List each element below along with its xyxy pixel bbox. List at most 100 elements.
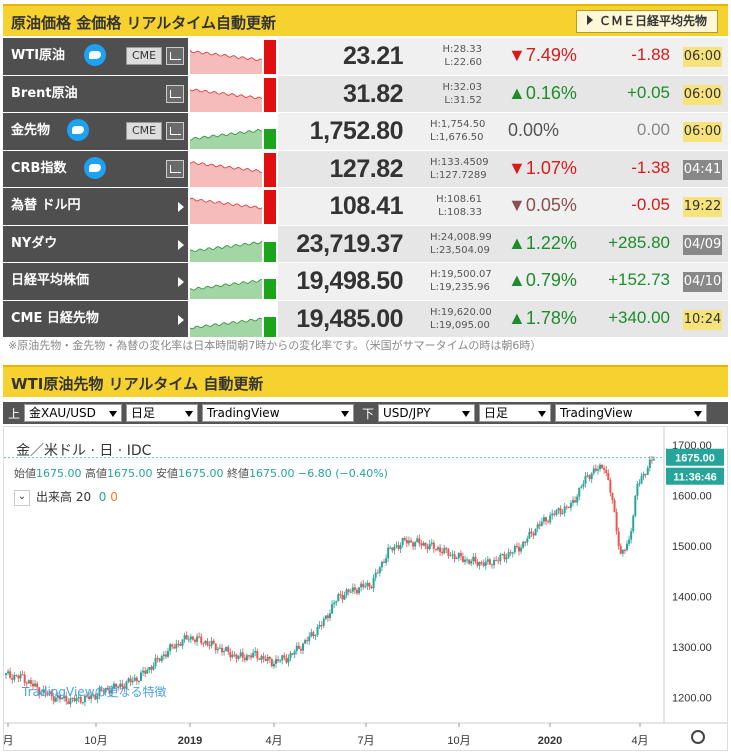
quote-percent-change: ▼1.07% <box>508 157 577 178</box>
quote-name-cell[interactable]: Brent原油 <box>3 75 188 112</box>
chart-icon[interactable] <box>166 122 184 140</box>
quote-name-cell[interactable]: CRB指数 <box>3 150 188 187</box>
time-tag: 11:36:46 <box>673 472 716 484</box>
candle-body <box>108 689 111 694</box>
quote-name[interactable]: WTI原油 <box>11 48 66 63</box>
quote-name[interactable]: CRB指数 <box>11 160 67 176</box>
sparkline-chart[interactable] <box>190 227 276 262</box>
cme-nikkei-button[interactable]: ＣＭＥ日経平均先物 <box>575 10 718 33</box>
quote-name[interactable]: 金先物 <box>11 123 51 138</box>
upper-symbol-select[interactable]: 金XAU/USD <box>24 404 122 422</box>
candle-body <box>518 546 520 552</box>
quote-name-cell[interactable]: 金先物 CME <box>3 113 188 150</box>
candle-body <box>5 673 7 675</box>
upper-label: 上 <box>8 407 21 421</box>
price-chart[interactable]: 1200.00 1300.00 1400.00 1500.00 1600.00 1700.… <box>3 426 728 751</box>
cme-button[interactable]: CME <box>126 122 162 140</box>
quote-percent-change: ▲1.22% <box>508 232 577 253</box>
candle-body <box>40 692 43 695</box>
candle-body <box>478 562 481 566</box>
dropdown-icon <box>185 411 193 417</box>
sparkline-chart[interactable] <box>190 302 276 337</box>
twitter-icon[interactable] <box>84 156 106 179</box>
candle-body <box>239 652 242 657</box>
arrow-right-icon[interactable] <box>178 277 184 287</box>
quote-row: NYダウ 23,719.37 H:24,008.99 L:23,504.09 ▲1.22… <box>3 225 728 263</box>
quote-name[interactable]: 日経平均株価 <box>11 273 90 288</box>
price-chart-canvas[interactable]: 1200.001300.001400.001500.001600.001700.… <box>4 427 727 750</box>
candle-body <box>410 540 412 543</box>
quote-name-cell[interactable]: 日経平均株価 <box>3 263 188 300</box>
sparkline-chart[interactable] <box>190 77 276 112</box>
quote-data-cell: 31.82 H:32.03 L:31.52 ▲0.16% +0.05 06:00 <box>278 75 728 112</box>
candle-body <box>378 567 381 573</box>
arrow-right-icon[interactable] <box>178 239 184 250</box>
candle-body <box>364 586 367 588</box>
candle-body <box>125 681 128 689</box>
quote-name-cell[interactable]: NYダウ <box>3 225 188 262</box>
sparkline-chart[interactable] <box>190 40 276 74</box>
twitter-icon[interactable] <box>67 119 89 141</box>
lower-label: 下 <box>362 407 375 421</box>
gear-icon[interactable] <box>691 730 705 744</box>
lower-source-select[interactable]: TradingView <box>555 404 707 422</box>
candle-body <box>183 635 186 640</box>
chart-icon[interactable] <box>166 84 184 103</box>
candle-body <box>256 651 259 659</box>
candle-body <box>592 468 595 474</box>
candle-body <box>455 558 458 560</box>
candle-body <box>148 666 151 670</box>
candle-body <box>46 693 49 695</box>
chart-icon[interactable] <box>166 159 184 178</box>
candle-body <box>522 541 525 548</box>
candle-body <box>36 683 39 688</box>
candle-body <box>318 625 321 628</box>
tradingview-features-link[interactable]: TradingViewの更なる特徴 <box>22 685 167 699</box>
candle-body <box>387 547 390 559</box>
quote-name[interactable]: Brent原油 <box>11 85 78 101</box>
lower-symbol-select[interactable]: USD/JPY <box>378 404 475 422</box>
quote-name[interactable]: NYダウ <box>11 235 58 251</box>
arrow-right-icon[interactable] <box>178 314 184 325</box>
quote-data-cell: 23,719.37 H:24,008.99 L:23,504.09 ▲1.22% +28… <box>278 225 728 262</box>
candle-body <box>150 666 153 670</box>
quote-name[interactable]: CME 日経先物 <box>11 310 99 326</box>
candle-body <box>632 515 635 532</box>
lower-interval-select[interactable]: 日足 <box>479 404 551 422</box>
twitter-icon[interactable] <box>84 44 106 66</box>
candle-body <box>339 594 342 596</box>
candle-body <box>383 561 385 563</box>
quote-name-cell[interactable]: 為替 ドル円 <box>3 188 188 225</box>
candle-body <box>121 683 124 687</box>
upper-interval-select[interactable]: 日足 <box>126 404 198 422</box>
cme-button[interactable]: CME <box>126 47 162 65</box>
candle-body <box>32 683 34 687</box>
collapse-chevron-icon[interactable]: ⌄ <box>14 489 30 506</box>
candle-body <box>430 542 433 544</box>
sparkline-chart[interactable] <box>190 115 276 149</box>
candle-body <box>179 644 182 646</box>
candle-body <box>426 546 429 550</box>
candle-body <box>264 658 267 661</box>
chart-icon[interactable] <box>166 47 184 65</box>
arrow-right-icon[interactable] <box>178 202 184 212</box>
quote-high-low: H:24,008.99 L:23,504.09 <box>430 231 492 257</box>
close-label: 終値 <box>227 467 249 480</box>
candle-body <box>561 512 564 514</box>
sparkline-chart[interactable] <box>190 265 276 299</box>
candle-body <box>453 554 456 560</box>
upper-source-select[interactable]: TradingView <box>202 404 354 422</box>
quote-name-cell[interactable]: WTI原油 CME <box>3 38 188 75</box>
candle-body <box>551 513 554 516</box>
candle-body <box>569 502 572 508</box>
quote-name[interactable]: 為替 ドル円 <box>11 198 81 213</box>
candle-body <box>7 671 10 674</box>
quote-data-cell: 1,752.80 H:1,754.50 L:1,676.50 0.00% 0.00 06:… <box>278 113 728 150</box>
quote-name-cell[interactable]: CME 日経先物 <box>3 300 188 337</box>
sparkline-chart[interactable] <box>190 190 276 224</box>
cme-nikkei-button-label: ＣＭＥ日経平均先物 <box>598 14 707 28</box>
candle-body <box>588 475 591 479</box>
candle-body <box>164 654 167 657</box>
sparkline-chart[interactable] <box>190 152 276 187</box>
candle-body <box>474 556 477 562</box>
